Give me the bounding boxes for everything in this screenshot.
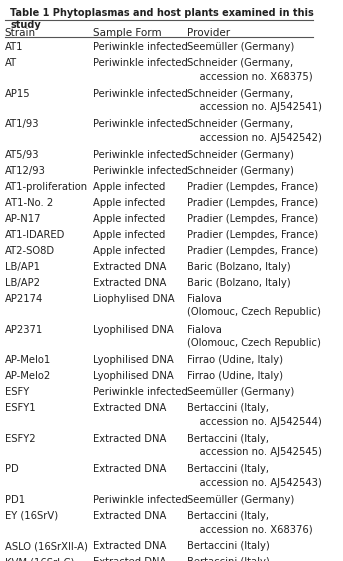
Text: Bertaccini (Italy,: Bertaccini (Italy, (187, 465, 269, 474)
Text: Bertaccini (Italy,: Bertaccini (Italy, (187, 403, 269, 413)
Text: Extracted DNA: Extracted DNA (93, 465, 166, 474)
Text: Strain: Strain (4, 29, 36, 38)
Text: Pradier (Lempdes, France): Pradier (Lempdes, France) (187, 214, 318, 224)
Text: Bertaccini (Italy,: Bertaccini (Italy, (187, 434, 269, 444)
Text: Seemüller (Germany): Seemüller (Germany) (187, 495, 294, 505)
Text: Periwinkle infected: Periwinkle infected (93, 387, 187, 397)
Text: Periwinkle infected: Periwinkle infected (93, 166, 187, 176)
Text: Extracted DNA: Extracted DNA (93, 511, 166, 521)
Text: LB/AP2: LB/AP2 (4, 278, 39, 288)
Text: AT5/93: AT5/93 (4, 150, 39, 160)
Text: AT2-SO8D: AT2-SO8D (4, 246, 55, 256)
Text: AT12/93: AT12/93 (4, 166, 45, 176)
Text: accession no. X68376): accession no. X68376) (187, 525, 312, 534)
Text: accession no. AJ542544): accession no. AJ542544) (187, 417, 322, 426)
Text: accession no. AJ542542): accession no. AJ542542) (187, 133, 322, 142)
Text: Bertaccini (Italy): Bertaccini (Italy) (187, 541, 270, 551)
Text: ESFY: ESFY (4, 387, 29, 397)
Text: EY (16SrV): EY (16SrV) (4, 511, 58, 521)
Text: Extracted DNA: Extracted DNA (93, 541, 166, 551)
Text: Table 1 Phytoplasmas and host plants examined in this study: Table 1 Phytoplasmas and host plants exa… (10, 8, 314, 30)
Text: KVM (16SrI-C): KVM (16SrI-C) (4, 558, 74, 561)
Text: Schneider (Germany): Schneider (Germany) (187, 166, 294, 176)
Text: Pradier (Lempdes, France): Pradier (Lempdes, France) (187, 182, 318, 192)
Text: Seemüller (Germany): Seemüller (Germany) (187, 387, 294, 397)
Text: Liophylised DNA: Liophylised DNA (93, 294, 174, 304)
Text: Apple infected: Apple infected (93, 246, 165, 256)
Text: Periwinkle infected: Periwinkle infected (93, 89, 187, 99)
Text: Extracted DNA: Extracted DNA (93, 558, 166, 561)
Text: Periwinkle infected: Periwinkle infected (93, 42, 187, 52)
Text: ESFY1: ESFY1 (4, 403, 35, 413)
Text: Bertaccini (Italy): Bertaccini (Italy) (187, 558, 270, 561)
Text: AP-N17: AP-N17 (4, 214, 41, 224)
Text: AT1-proliferation: AT1-proliferation (4, 182, 88, 192)
Text: Fialova: Fialova (187, 324, 222, 334)
Text: Lyophilised DNA: Lyophilised DNA (93, 355, 173, 365)
Text: ESFY2: ESFY2 (4, 434, 35, 444)
Text: Sample Form: Sample Form (93, 29, 161, 38)
Text: Baric (Bolzano, Italy): Baric (Bolzano, Italy) (187, 262, 291, 272)
Text: Provider: Provider (187, 29, 230, 38)
Text: AP-Melo2: AP-Melo2 (4, 371, 51, 381)
Text: Lyophilised DNA: Lyophilised DNA (93, 371, 173, 381)
Text: AT: AT (4, 58, 17, 68)
Text: Lyophilised DNA: Lyophilised DNA (93, 324, 173, 334)
Text: Baric (Bolzano, Italy): Baric (Bolzano, Italy) (187, 278, 291, 288)
Text: LB/AP1: LB/AP1 (4, 262, 39, 272)
Text: Schneider (Germany): Schneider (Germany) (187, 150, 294, 160)
Text: Seemüller (Germany): Seemüller (Germany) (187, 42, 294, 52)
Text: ASLO (16SrXII-A): ASLO (16SrXII-A) (4, 541, 87, 551)
Text: Periwinkle infected: Periwinkle infected (93, 150, 187, 160)
Text: Extracted DNA: Extracted DNA (93, 278, 166, 288)
Text: AP2174: AP2174 (4, 294, 43, 304)
Text: Bertaccini (Italy,: Bertaccini (Italy, (187, 511, 269, 521)
Text: Apple infected: Apple infected (93, 230, 165, 240)
Text: accession no. AJ542541): accession no. AJ542541) (187, 102, 322, 112)
Text: AT1-No. 2: AT1-No. 2 (4, 198, 53, 208)
Text: AP-Melo1: AP-Melo1 (4, 355, 51, 365)
Text: accession no. AJ542545): accession no. AJ542545) (187, 447, 322, 457)
Text: Fialova: Fialova (187, 294, 222, 304)
Text: Periwinkle infected: Periwinkle infected (93, 119, 187, 129)
Text: AP2371: AP2371 (4, 324, 43, 334)
Text: Apple infected: Apple infected (93, 198, 165, 208)
Text: AT1-IDARED: AT1-IDARED (4, 230, 65, 240)
Text: PD1: PD1 (4, 495, 25, 505)
Text: Extracted DNA: Extracted DNA (93, 434, 166, 444)
Text: accession no. AJ542543): accession no. AJ542543) (187, 478, 322, 488)
Text: AP15: AP15 (4, 89, 30, 99)
Text: Schneider (Germany,: Schneider (Germany, (187, 89, 293, 99)
Text: PD: PD (4, 465, 18, 474)
Text: Extracted DNA: Extracted DNA (93, 403, 166, 413)
Text: Schneider (Germany,: Schneider (Germany, (187, 58, 293, 68)
Text: Periwinkle infected: Periwinkle infected (93, 495, 187, 505)
Text: Firrao (Udine, Italy): Firrao (Udine, Italy) (187, 371, 283, 381)
Text: Pradier (Lempdes, France): Pradier (Lempdes, France) (187, 198, 318, 208)
Text: AT1/93: AT1/93 (4, 119, 39, 129)
Text: Extracted DNA: Extracted DNA (93, 262, 166, 272)
Text: Firrao (Udine, Italy): Firrao (Udine, Italy) (187, 355, 283, 365)
Text: Periwinkle infected: Periwinkle infected (93, 58, 187, 68)
Text: (Olomouc, Czech Republic): (Olomouc, Czech Republic) (187, 307, 321, 318)
Text: AT1: AT1 (4, 42, 23, 52)
Text: Apple infected: Apple infected (93, 214, 165, 224)
Text: Pradier (Lempdes, France): Pradier (Lempdes, France) (187, 230, 318, 240)
Text: Apple infected: Apple infected (93, 182, 165, 192)
Text: accession no. X68375): accession no. X68375) (187, 72, 312, 81)
Text: (Olomouc, Czech Republic): (Olomouc, Czech Republic) (187, 338, 321, 348)
Text: Pradier (Lempdes, France): Pradier (Lempdes, France) (187, 246, 318, 256)
Text: Schneider (Germany,: Schneider (Germany, (187, 119, 293, 129)
